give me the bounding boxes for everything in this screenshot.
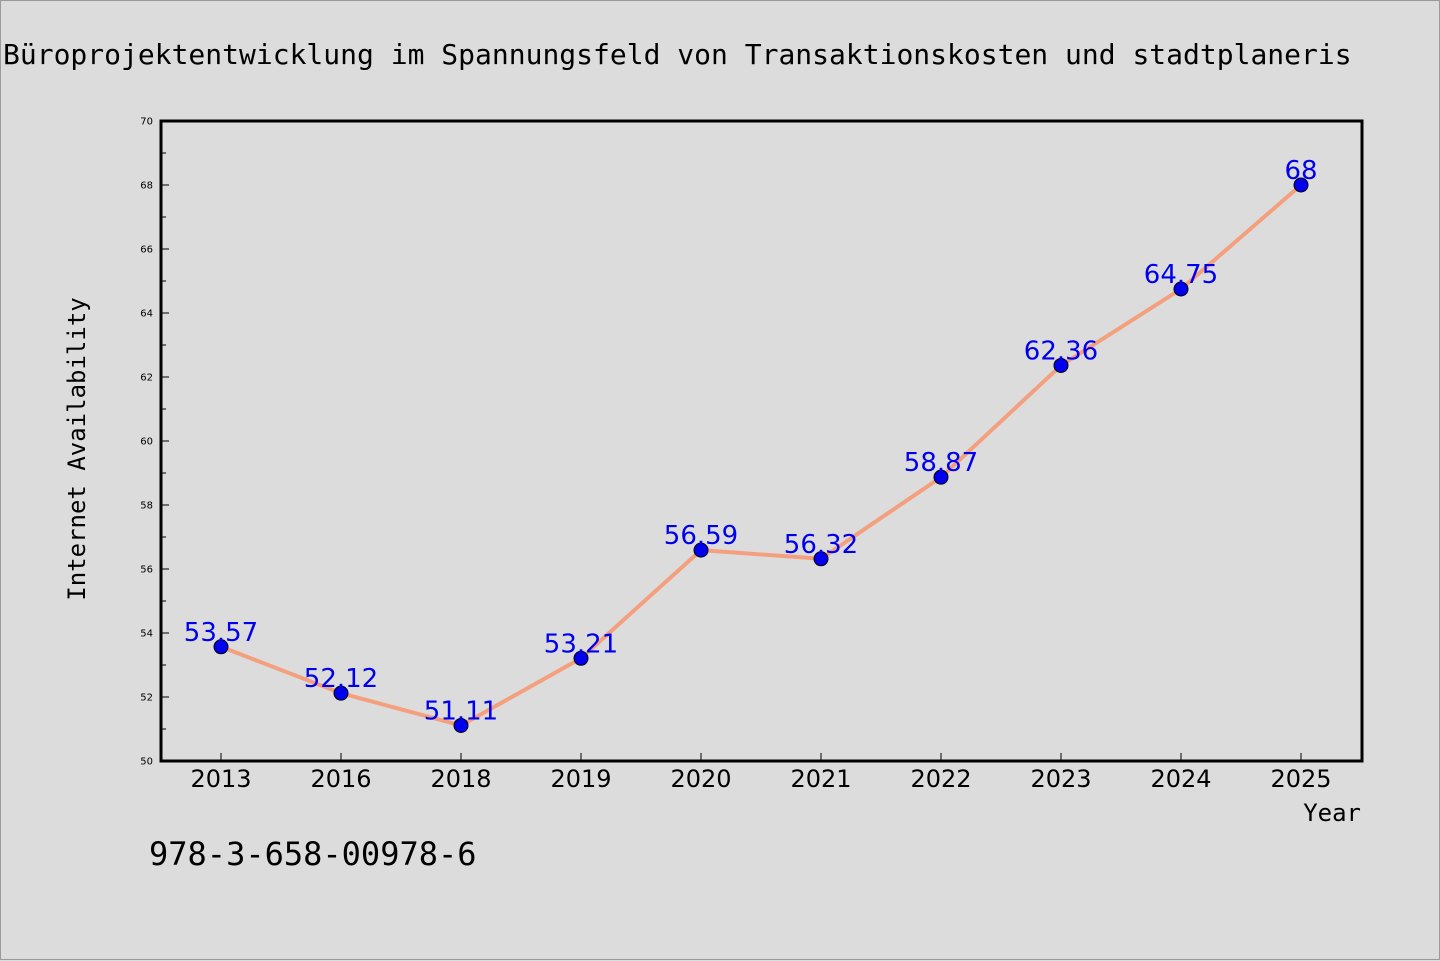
y-tick-label: 50	[140, 757, 153, 768]
isbn-text: 978-3-658-00978-6	[149, 835, 477, 873]
data-label: 68	[1284, 156, 1317, 186]
data-point	[813, 551, 829, 567]
data-label: 62.36	[1024, 336, 1098, 366]
x-tick-label: 2020	[670, 765, 731, 793]
series-group: 53.57 52.12 51.11 53.21 56.59 56.32 58.87 62.36…	[184, 156, 1318, 733]
x-axis-ticks: 2013 2016 2018 2019 2020 2021 2022 2023 2024 2025	[190, 753, 1332, 793]
y-tick-label: 70	[140, 117, 153, 128]
data-point	[213, 639, 229, 655]
data-point	[693, 542, 709, 558]
series-line	[219, 183, 1303, 728]
y-axis-ticks: 50 52 54 56 58 60 62 64 66 68 70	[140, 117, 169, 768]
data-label: 64.75	[1144, 260, 1218, 290]
y-tick-label: 56	[140, 565, 153, 576]
chart-title: Büroprojektentwicklung im Spannungsfeld …	[3, 38, 1352, 71]
data-point	[1053, 357, 1069, 373]
x-tick-label: 2024	[1150, 765, 1211, 793]
y-tick-label: 60	[140, 437, 153, 448]
data-point	[1173, 281, 1189, 297]
data-label: 56.32	[784, 530, 858, 560]
y-tick-label: 66	[140, 245, 153, 256]
data-point	[933, 469, 949, 485]
data-label: 53.57	[184, 618, 258, 648]
y-tick-label: 64	[140, 309, 153, 320]
y-tick-label: 54	[140, 629, 153, 640]
data-label: 56.59	[664, 521, 738, 551]
y-axis-label: Internet Availability	[63, 297, 91, 600]
y-tick-label: 58	[140, 501, 153, 512]
data-point	[573, 650, 589, 666]
x-tick-label: 2013	[190, 765, 251, 793]
x-tick-label: 2016	[310, 765, 371, 793]
x-tick-label: 2019	[550, 765, 611, 793]
x-tick-label: 2022	[910, 765, 971, 793]
y-tick-label: 68	[140, 181, 153, 192]
data-label: 53.21	[544, 629, 618, 659]
y-tick-label: 52	[140, 693, 153, 704]
data-point	[453, 717, 469, 733]
data-point	[1293, 177, 1309, 193]
x-tick-label: 2025	[1270, 765, 1331, 793]
x-tick-label: 2018	[430, 765, 491, 793]
data-label: 52.12	[304, 664, 378, 694]
x-tick-label: 2021	[790, 765, 851, 793]
data-label: 51.11	[424, 696, 498, 726]
x-axis-label: Year	[1303, 799, 1361, 827]
x-tick-label: 2023	[1030, 765, 1091, 793]
data-point	[333, 685, 349, 701]
data-label: 58.87	[904, 448, 978, 478]
y-tick-label: 62	[140, 373, 153, 384]
